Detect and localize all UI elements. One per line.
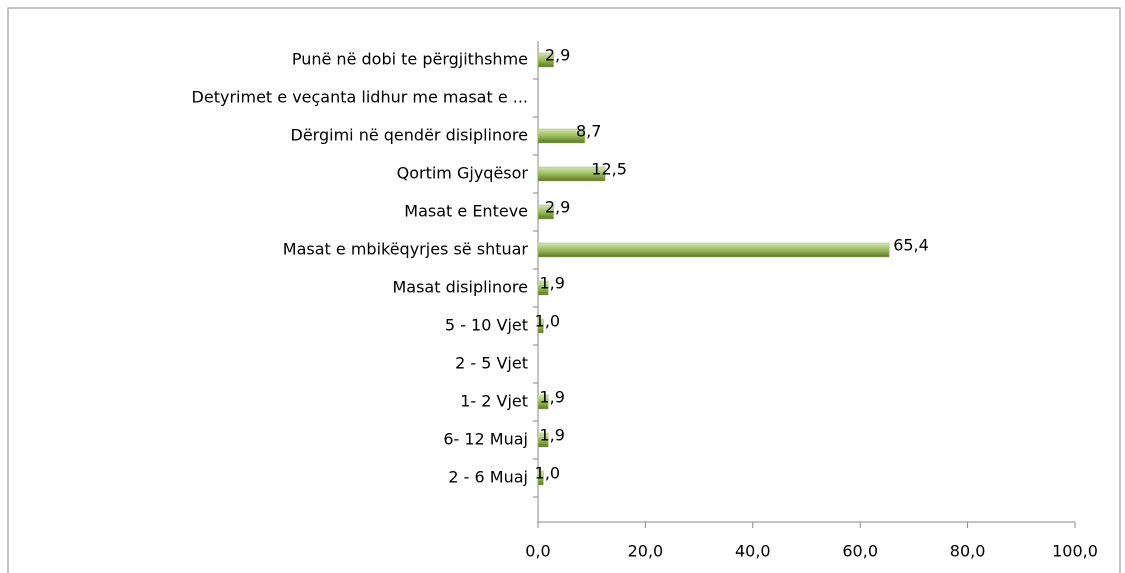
data-label: 1,9: [539, 426, 564, 445]
data-label: 1,9: [539, 274, 564, 293]
bar: [537, 204, 554, 220]
bar: [537, 52, 554, 68]
x-tick-label: 100,0: [1052, 542, 1098, 561]
x-tick-label: 40,0: [735, 542, 771, 561]
y-tick-label: Qortim Gjyqësor: [397, 164, 529, 183]
data-label: 2,9: [545, 46, 570, 65]
bar: [537, 128, 585, 144]
y-tick-label: 1- 2 Vjet: [460, 392, 528, 411]
bar: [537, 242, 890, 258]
data-label: 1,0: [535, 464, 560, 483]
x-tick-label: 0,0: [525, 542, 550, 561]
bar: [537, 280, 549, 296]
y-tick-label: Masat disiplinore: [392, 278, 528, 297]
y-tick-label: 2 - 5 Vjet: [455, 354, 528, 373]
x-tick-label: 60,0: [842, 542, 878, 561]
y-tick-label: Masat e mbikëqyrjes së shtuar: [283, 240, 529, 259]
y-tick-label: Detyrimet e veçanta lidhur me masat e ..…: [192, 88, 528, 107]
data-label: 2,9: [545, 198, 570, 217]
x-tick-label: 20,0: [628, 542, 664, 561]
y-tick-label: Dërgimi në qendër disiplinore: [291, 126, 528, 145]
y-tick-label: Punë në dobi te përgjithshme: [292, 50, 528, 69]
y-tick-label: Masat e Enteve: [404, 202, 528, 221]
x-tick-label: 80,0: [950, 542, 986, 561]
y-tick-label: 5 - 10 Vjet: [445, 316, 528, 335]
y-tick-label: 2 - 6 Muaj: [448, 468, 528, 487]
data-label: 12,5: [591, 160, 627, 179]
data-label: 65,4: [893, 236, 929, 255]
bar: [537, 432, 549, 448]
data-label: 8,7: [576, 122, 601, 141]
bar: [537, 166, 606, 182]
y-tick-label: 6- 12 Muaj: [443, 430, 528, 449]
data-label: 1,9: [539, 388, 564, 407]
bar: [537, 394, 549, 410]
chart-frame: [7, 7, 1121, 573]
bar: [537, 470, 544, 486]
bar: [537, 318, 544, 334]
data-label: 1,0: [535, 312, 560, 331]
